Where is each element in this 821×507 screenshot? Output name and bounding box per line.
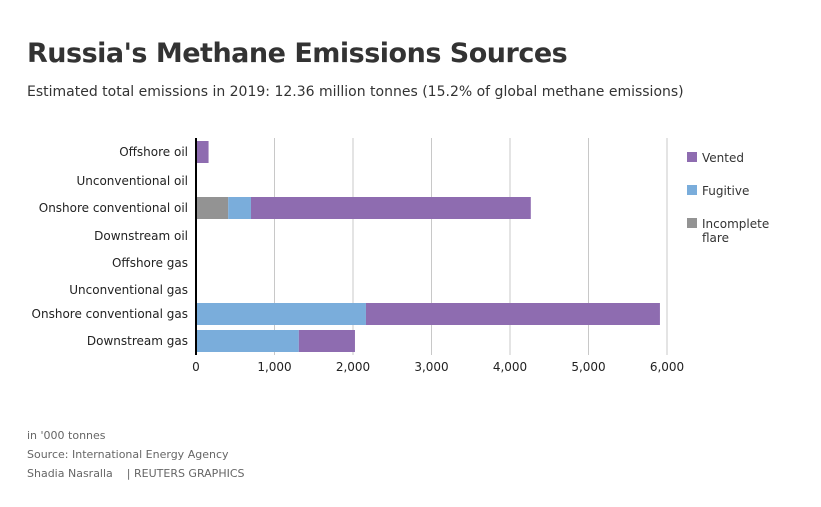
- bar-segment-incomplete-flare: [196, 197, 229, 219]
- category-label: Onshore conventional oil: [39, 201, 188, 215]
- x-tick-label: 3,000: [414, 360, 448, 374]
- bar-segment-fugitive: [196, 330, 299, 352]
- bar-segment-vented: [196, 141, 209, 163]
- x-tick-label: 6,000: [650, 360, 684, 374]
- x-tick-label: 0: [192, 360, 200, 374]
- x-tick-label: 2,000: [336, 360, 370, 374]
- category-label: Downstream gas: [87, 334, 188, 348]
- units-note: in '000 tonnes: [27, 429, 106, 442]
- chart-title: Russia's Methane Emissions Sources: [27, 38, 568, 69]
- category-label: Downstream oil: [94, 229, 188, 243]
- bar-segment-fugitive: [196, 303, 366, 325]
- bar-segment-vented: [298, 330, 355, 352]
- category-label: Unconventional gas: [69, 283, 188, 297]
- category-label: Unconventional oil: [76, 174, 188, 188]
- chart-subtitle: Estimated total emissions in 2019: 12.36…: [27, 84, 684, 100]
- bar-segment-vented: [365, 303, 660, 325]
- x-tick-label: 1,000: [257, 360, 291, 374]
- legend-label: Vented: [702, 151, 744, 165]
- source-note: Source: International Energy Agency: [27, 448, 229, 461]
- legend-label: flare: [702, 231, 729, 245]
- legend-swatch: [687, 218, 697, 228]
- legend-label: Incomplete: [702, 217, 769, 231]
- x-tick-label: 4,000: [493, 360, 527, 374]
- legend-swatch: [687, 185, 697, 195]
- legend-swatch: [687, 152, 697, 162]
- bar-segment-vented: [250, 197, 531, 219]
- category-label: Onshore conventional gas: [32, 307, 188, 321]
- x-tick-label: 5,000: [571, 360, 605, 374]
- author: Shadia Nasralla: [27, 467, 113, 480]
- category-label: Offshore oil: [119, 145, 188, 159]
- reuters-credit: | REUTERS GRAPHICS: [126, 467, 245, 480]
- credit-line: Shadia Nasralla | REUTERS GRAPHICS: [27, 467, 245, 480]
- bar-segment-fugitive: [228, 197, 251, 219]
- legend-label: Fugitive: [702, 184, 749, 198]
- category-label: Offshore gas: [112, 256, 188, 270]
